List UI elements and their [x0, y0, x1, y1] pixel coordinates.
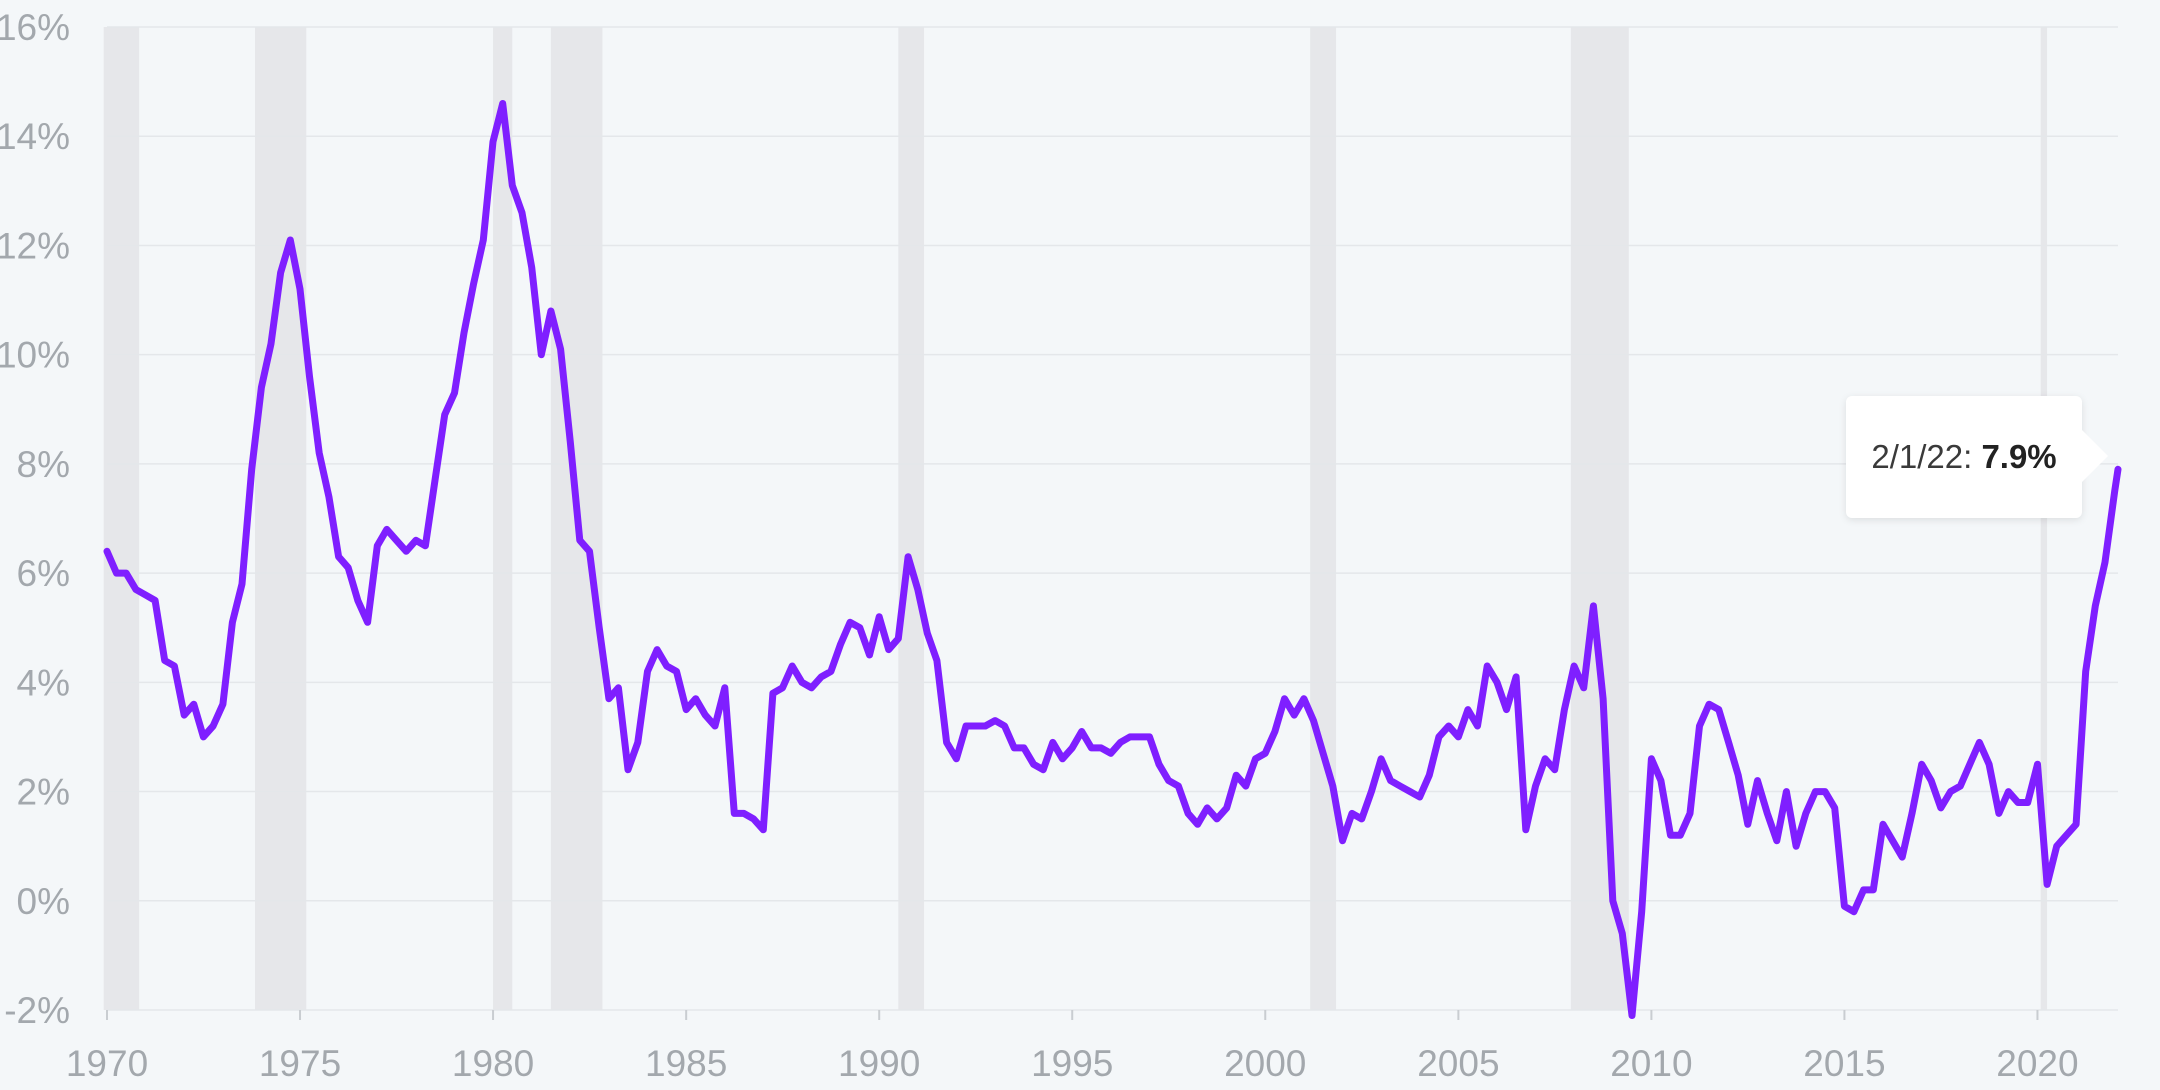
series-line [103, 100, 2122, 1019]
recession-shading-layer [103, 27, 2048, 1010]
x-tick-label: 1985 [645, 1043, 727, 1084]
y-tick-label: 16% [0, 7, 70, 48]
y-tick-label: 8% [17, 444, 70, 485]
recession-band-0 [103, 27, 140, 1010]
recession-band-4 [898, 27, 925, 1010]
y-tick-label: 10% [0, 335, 70, 376]
x-tick-label: 1995 [1031, 1043, 1113, 1084]
y-tick-label: 4% [17, 662, 70, 703]
tooltip-value: 7.9% [1981, 438, 2057, 475]
tooltip-date: 2/1/22: [1871, 438, 1973, 475]
gridlines [107, 26, 2118, 1011]
y-axis: -2% 0% 2% 4% 6% 8% 10% 12% 14% 16% [0, 7, 70, 1031]
x-tick-label: 1970 [66, 1043, 148, 1084]
y-tick-label: 6% [17, 553, 70, 594]
x-tick-label: 1990 [838, 1043, 920, 1084]
value-tooltip: 2/1/22: 7.9% [1846, 396, 2108, 518]
y-tick-label: -2% [4, 990, 70, 1031]
recession-band-5 [1310, 27, 1337, 1010]
x-tick-label: 1975 [259, 1043, 341, 1084]
x-tick-label: 1980 [452, 1043, 534, 1084]
y-tick-label: 12% [0, 225, 70, 266]
recession-band-1 [254, 27, 307, 1010]
x-tick-label: 2010 [1610, 1043, 1692, 1084]
y-tick-label: 14% [0, 116, 70, 157]
recession-band-2 [493, 27, 513, 1010]
x-axis: 1970 1975 1980 1985 1990 1995 2000 2005 2010 2015… [66, 1010, 2079, 1084]
recession-band-6 [1570, 27, 1629, 1010]
x-tick-label: 2005 [1417, 1043, 1499, 1084]
x-tick-label: 2000 [1224, 1043, 1306, 1084]
y-tick-label: 0% [17, 881, 70, 922]
recession-band-7 [2040, 27, 2048, 1010]
series-layer [103, 100, 2122, 1019]
x-tick-label: 2020 [1996, 1043, 2078, 1084]
x-tick-label: 2015 [1803, 1043, 1885, 1084]
y-tick-label: 2% [17, 772, 70, 813]
